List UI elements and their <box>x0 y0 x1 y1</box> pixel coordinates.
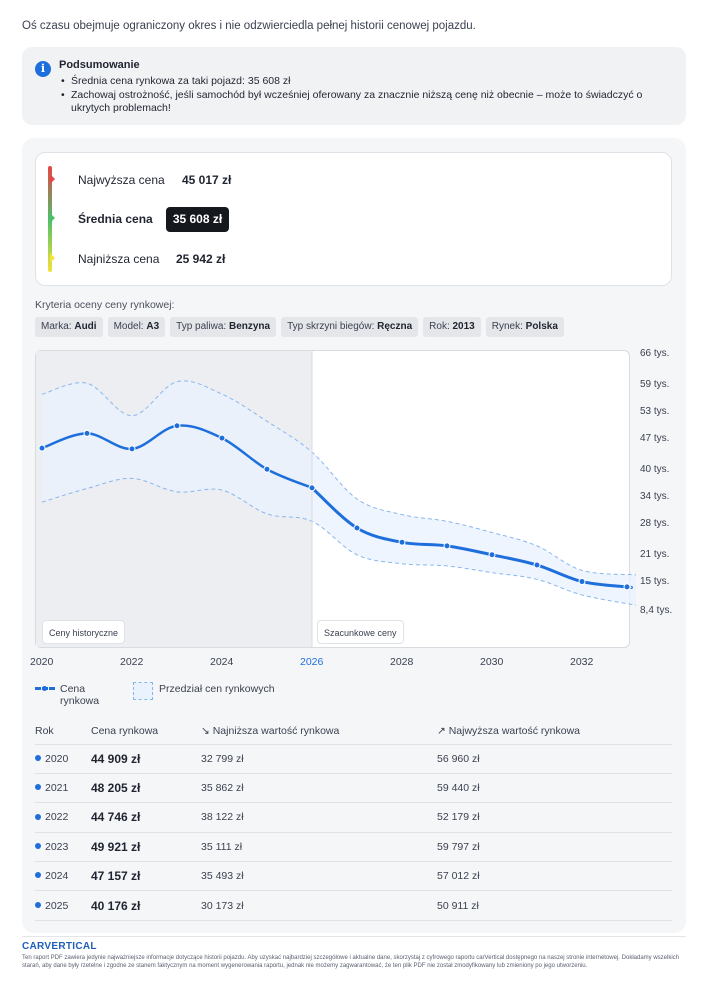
gauge-high-marker <box>50 174 55 184</box>
year-dot <box>35 754 41 761</box>
row-price: 49 921 zł <box>91 832 201 863</box>
row-low: 35 862 zł <box>201 773 437 804</box>
carvertical-logo: CARVERTICAL <box>22 941 97 952</box>
gauge-avg-marker <box>50 213 55 223</box>
row-low: 35 493 zł <box>201 861 437 892</box>
year-dot <box>35 872 41 879</box>
table-row: 2021 48 205 zł 35 862 zł 59 440 zł <box>35 773 672 804</box>
row-price: 47 157 zł <box>91 861 201 892</box>
summary-title: Podsumowanie <box>59 59 140 71</box>
region-label-estimated: Szacunkowe ceny <box>317 620 404 644</box>
lowest-price-label: Najniższa cena <box>78 252 160 266</box>
summary-item: Średnia cena rynkowa za taki pojazd: 35 … <box>59 75 674 89</box>
table-row: 2022 44 746 zł 38 122 zł 52 179 zł <box>35 802 672 833</box>
x-tick-label: 2024 <box>210 656 234 668</box>
y-tick-label: 40 tys. <box>640 464 670 475</box>
table-row: 2024 47 157 zł 35 493 zł 57 012 zł <box>35 861 672 892</box>
highest-price-label: Najwyższa cena <box>78 173 165 187</box>
highest-price-value: 45 017 zł <box>182 173 232 187</box>
year-dot <box>35 843 41 850</box>
y-tick-label: 21 tys. <box>640 548 670 560</box>
summary-item: Zachowaj ostrożność, jeśli samochód był … <box>59 89 674 116</box>
criteria-chip-fuel: Typ paliwa: Benzyna <box>170 317 277 337</box>
info-icon: i <box>35 61 51 77</box>
row-high: 59 440 zł <box>437 773 672 804</box>
y-tick-label: 53 tys. <box>640 406 670 417</box>
row-year: 2024 <box>35 861 91 892</box>
x-tick-label: 2020 <box>30 656 54 668</box>
summary-box: i Podsumowanie Średnia cena rynkowa za t… <box>22 47 686 125</box>
footer: CARVERTICAL Ten raport PDF zawiera jedyn… <box>22 936 686 970</box>
average-price-badge: 35 608 zł <box>166 207 229 232</box>
table-row: 2025 40 176 zł 30 173 zł 50 911 zł <box>35 890 672 921</box>
row-price: 48 205 zł <box>91 773 201 804</box>
y-tick-label: 34 tys. <box>640 490 670 502</box>
x-tick-label: 2022 <box>120 656 144 668</box>
row-year: 2022 <box>35 802 91 833</box>
criteria-chips: Marka: Audi Model: A3 Typ paliwa: Benzyn… <box>35 317 564 337</box>
row-price: 44 746 zł <box>91 802 201 833</box>
y-tick-label: 59 tys. <box>640 379 670 391</box>
y-tick-label: 47 tys. <box>640 432 670 444</box>
col-header-price: Cena rynkowa <box>91 718 201 745</box>
x-tick-label: 2030 <box>480 656 504 668</box>
x-tick-label: 2032 <box>570 656 594 668</box>
y-tick-label: 15 tys. <box>640 575 670 587</box>
y-tick-label: 28 tys. <box>640 517 670 529</box>
row-low: 35 111 zł <box>201 832 437 863</box>
summary-list: Średnia cena rynkowa za taki pojazd: 35 … <box>59 75 674 116</box>
row-low: 38 122 zł <box>201 802 437 833</box>
chart-frame <box>35 350 630 648</box>
criteria-chip-model: Model: A3 <box>107 317 166 337</box>
y-tick-label: 66 tys. <box>640 348 670 359</box>
row-high: 59 797 zł <box>437 832 672 863</box>
gauge-low-marker <box>50 253 55 263</box>
legend-band-label: Przedział cen rynkowych <box>159 683 275 695</box>
criteria-chip-year: Rok: 2013 <box>423 317 481 337</box>
lowest-price-value: 25 942 zł <box>176 252 226 266</box>
row-low: 30 173 zł <box>201 890 437 921</box>
col-header-high: ↗ Najwyższa wartość rynkowa <box>437 718 672 745</box>
table-row: 2020 44 909 zł 32 799 zł 56 960 zł <box>35 744 672 774</box>
intro-note: Oś czasu obejmuje ograniczony okres i ni… <box>22 20 476 32</box>
price-range-card <box>35 152 672 286</box>
average-price-label: Średnia cena <box>78 212 153 226</box>
legend-line-swatch <box>35 686 55 691</box>
year-dot <box>35 784 41 791</box>
y-tick-label: 8,4 tys. <box>640 605 673 616</box>
footer-disclaimer: Ten raport PDF zawiera jedynie najważnie… <box>22 955 679 969</box>
row-year: 2023 <box>35 832 91 863</box>
row-low: 32 799 zł <box>201 744 437 774</box>
row-high: 50 911 zł <box>437 890 672 921</box>
criteria-chip-gearbox: Typ skrzyni biegów: Ręczna <box>281 317 419 337</box>
row-year: 2021 <box>35 773 91 804</box>
row-high: 56 960 zł <box>437 744 672 774</box>
region-label-historical: Ceny historyczne <box>42 620 126 644</box>
row-high: 57 012 zł <box>437 861 672 892</box>
row-year: 2025 <box>35 890 91 921</box>
criteria-chip-market: Rynek: Polska <box>485 317 564 337</box>
table-header-row: Rok Cena rynkowa ↘ Najniższa wartość ryn… <box>35 718 672 745</box>
price-table: Rok Cena rynkowa ↘ Najniższa wartość ryn… <box>35 718 672 921</box>
row-price: 40 176 zł <box>91 890 201 921</box>
year-dot <box>35 813 41 820</box>
col-header-low: ↘ Najniższa wartość rynkowa <box>201 718 437 745</box>
row-high: 52 179 zł <box>437 802 672 833</box>
criteria-title: Kryteria oceny ceny rynkowej: <box>35 299 175 311</box>
row-year: 2020 <box>35 744 91 774</box>
x-tick-label: 2026 <box>300 656 324 668</box>
row-price: 44 909 zł <box>91 744 201 774</box>
year-dot <box>35 901 41 908</box>
criteria-chip-make: Marka: Audi <box>35 317 103 337</box>
legend-line-label: Cena rynkowa <box>60 683 100 707</box>
col-header-year: Rok <box>35 718 91 745</box>
legend-band-swatch <box>133 682 153 700</box>
x-tick-label: 2028 <box>390 656 414 668</box>
table-row: 2023 49 921 zł 35 111 zł 59 797 zł <box>35 832 672 863</box>
